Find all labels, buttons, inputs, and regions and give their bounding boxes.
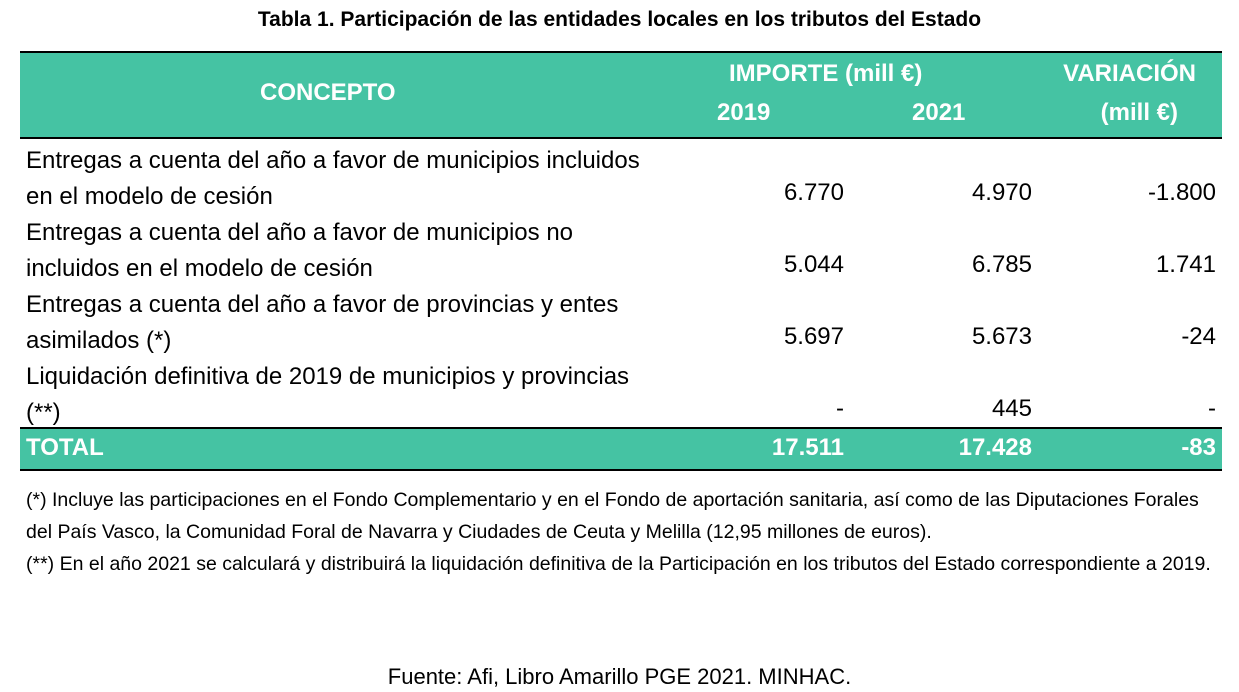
header-year-2019: 2019 [717,99,771,126]
row-value-2019: 6.770 [783,179,844,206]
row-value-2019: 5.697 [783,323,844,350]
source-note: Fuente: Afi, Libro Amarillo PGE 2021. MI… [387,664,852,689]
row-variacion: 1.741 [1155,251,1216,278]
row-value-2021: 6.785 [971,251,1032,278]
row-value-2019: - [836,395,844,422]
row-value-2021: 5.673 [971,323,1032,350]
header-variacion: VARIACIÓN [1063,60,1196,87]
table-title: Tabla 1. Participación de las entidades … [257,8,982,31]
row-value-2019: 5.044 [783,251,844,278]
footnote-2: (**) En el año 2021 se calculará y distr… [26,553,1211,575]
row-concepto: Entregas a cuenta del año a favor de mun… [26,147,640,210]
total-label: TOTAL [26,434,104,461]
table-row: Entregas a cuenta del año a favor de pro… [20,283,1222,355]
table-row: Entregas a cuenta del año a favor de mun… [20,211,1222,283]
total-row: TOTAL 17.511 17.428 -83 [20,427,1222,471]
total-value-2021: 17.428 [958,434,1032,461]
header-importe: IMPORTE (mill €) [729,60,923,87]
row-value-2021: 445 [991,395,1032,422]
table-row: Liquidación definitiva de 2019 de munici… [20,355,1222,427]
data-table: CONCEPTO IMPORTE (mill €) 2019 2021 VARI… [20,51,1222,471]
row-value-2021: 4.970 [971,179,1032,206]
total-value-2019: 17.511 [771,434,844,461]
header-concepto: CONCEPTO [260,79,396,106]
header-variacion-unit: (mill €) [1100,99,1178,126]
footnote-1: (*) Incluye las participaciones en el Fo… [26,489,1199,543]
footnotes: (*) Incluye las participaciones en el Fo… [26,484,1221,580]
row-concepto: Entregas a cuenta del año a favor de pro… [26,291,619,354]
total-variacion: -83 [1181,434,1216,461]
row-concepto: Liquidación definitiva de 2019 de munici… [26,363,630,426]
table-row: Entregas a cuenta del año a favor de mun… [20,139,1222,211]
table-header: CONCEPTO IMPORTE (mill €) 2019 2021 VARI… [20,51,1222,139]
row-variacion: -1.800 [1147,179,1216,206]
row-concepto: Entregas a cuenta del año a favor de mun… [26,219,574,282]
header-year-2021: 2021 [912,99,966,126]
row-variacion: - [1208,395,1216,422]
row-variacion: -24 [1181,323,1216,350]
